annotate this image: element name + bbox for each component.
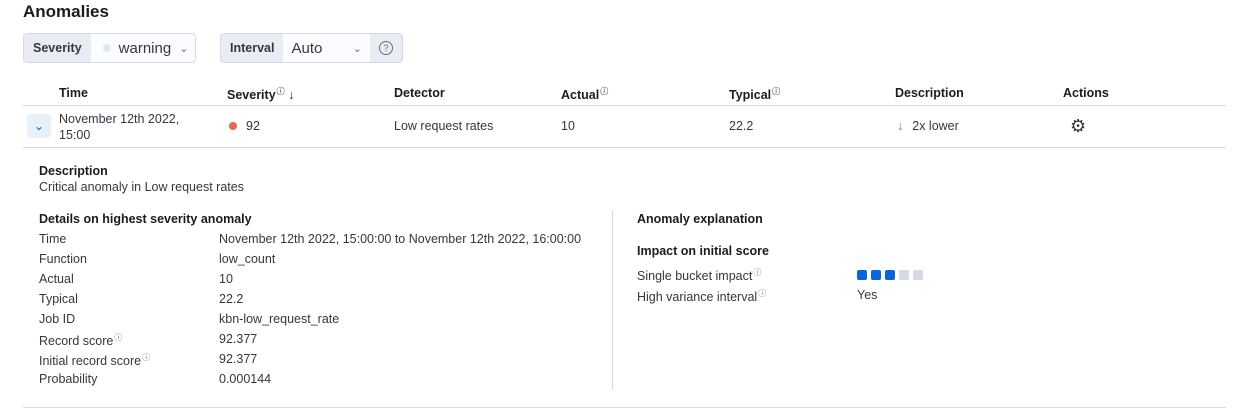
col-actual-label: Actual: [561, 88, 600, 103]
divider: [23, 147, 1226, 148]
row-time: November 12th 2022, 15:00: [59, 112, 180, 142]
info-icon: ⓘ: [600, 87, 609, 96]
detail-label: Function: [39, 252, 87, 266]
detail-value: 92.377: [219, 332, 258, 346]
collapse-row-button[interactable]: ⌄: [27, 114, 51, 138]
impact-square: [913, 270, 923, 280]
detail-value: 22.2: [219, 292, 244, 306]
divider: [23, 105, 1226, 106]
high-variance-value: Yes: [857, 288, 878, 302]
info-icon: ⓘ: [772, 87, 781, 96]
detail-label: Actual: [39, 272, 74, 286]
detail-value: 10: [219, 272, 233, 286]
row-detector: Low request rates: [394, 119, 494, 133]
detail-value: kbn-low_request_rate: [219, 312, 340, 326]
severity-dot: [102, 44, 111, 52]
col-severity[interactable]: Severityⓘ ↓: [227, 86, 294, 102]
severity-value: warning: [118, 39, 172, 57]
info-icon: ⓘ: [276, 87, 285, 96]
impact-square: [871, 270, 881, 280]
row-actual: 10: [561, 119, 575, 133]
detail-label: Job ID: [39, 312, 76, 326]
description-text: Critical anomaly in Low request rates: [39, 180, 244, 194]
interval-value: Auto: [291, 39, 323, 57]
col-description: Description: [895, 86, 964, 100]
gear-icon[interactable]: ⚙: [1070, 116, 1087, 136]
impact-square: [857, 270, 867, 280]
detail-label: Probability: [39, 372, 98, 386]
col-actual[interactable]: Actualⓘ: [561, 86, 608, 102]
single-bucket-label: Single bucket impactⓘ: [637, 268, 762, 284]
question-icon: ?: [379, 41, 393, 55]
info-icon: ⓘ: [114, 333, 123, 342]
interval-filter[interactable]: Interval Auto ⌄ ?: [220, 33, 403, 63]
detail-value: low_count: [219, 252, 276, 266]
col-typical[interactable]: Typicalⓘ: [729, 86, 780, 102]
col-actions: Actions: [1063, 86, 1109, 100]
chevron-down-icon: ⌄: [352, 42, 362, 55]
impact-square: [885, 270, 895, 280]
description-title: Description: [39, 164, 108, 178]
col-detector[interactable]: Detector: [394, 86, 445, 100]
severity-dot: [229, 122, 237, 130]
impact-title: Impact on initial score: [637, 244, 769, 258]
row-description: ↓ 2x lower: [897, 119, 959, 133]
column-divider: [612, 210, 613, 390]
severity-filter-label: Severity: [24, 34, 91, 62]
interval-filter-label: Interval: [221, 34, 284, 62]
info-icon: ⓘ: [758, 289, 767, 298]
high-variance-label: High variance intervalⓘ: [637, 289, 767, 305]
info-icon: ⓘ: [753, 268, 762, 277]
col-typical-label: Typical: [729, 88, 772, 103]
detail-value: 92.377: [219, 352, 258, 366]
help-button[interactable]: ?: [370, 34, 402, 62]
impact-square: [899, 270, 909, 280]
row-severity: 92: [229, 119, 260, 133]
arrow-down-icon: ↓: [897, 119, 904, 133]
chevron-down-icon: ⌄: [33, 119, 45, 133]
col-severity-label: Severity: [227, 88, 276, 103]
detail-label: Typical: [39, 292, 78, 306]
page-title: Anomalies: [23, 2, 109, 21]
chevron-down-icon: ⌄: [179, 42, 189, 55]
single-bucket-impact-meter: [857, 268, 927, 283]
sort-down-icon: ↓: [288, 88, 295, 103]
detail-value: November 12th 2022, 15:00:00 to November…: [219, 232, 582, 246]
row-typical: 22.2: [729, 119, 754, 133]
explanation-title: Anomaly explanation: [637, 212, 763, 226]
col-time[interactable]: Time: [59, 86, 88, 100]
detail-label: Record scoreⓘ: [39, 333, 123, 349]
detail-label: Initial record scoreⓘ: [39, 353, 151, 369]
info-icon: ⓘ: [142, 353, 151, 362]
detail-value: 0.000144: [219, 372, 272, 386]
severity-filter[interactable]: Severity warning ⌄: [23, 33, 196, 63]
detail-label: Time: [39, 232, 67, 246]
highest-title: Details on highest severity anomaly: [39, 212, 252, 226]
divider: [23, 407, 1226, 408]
